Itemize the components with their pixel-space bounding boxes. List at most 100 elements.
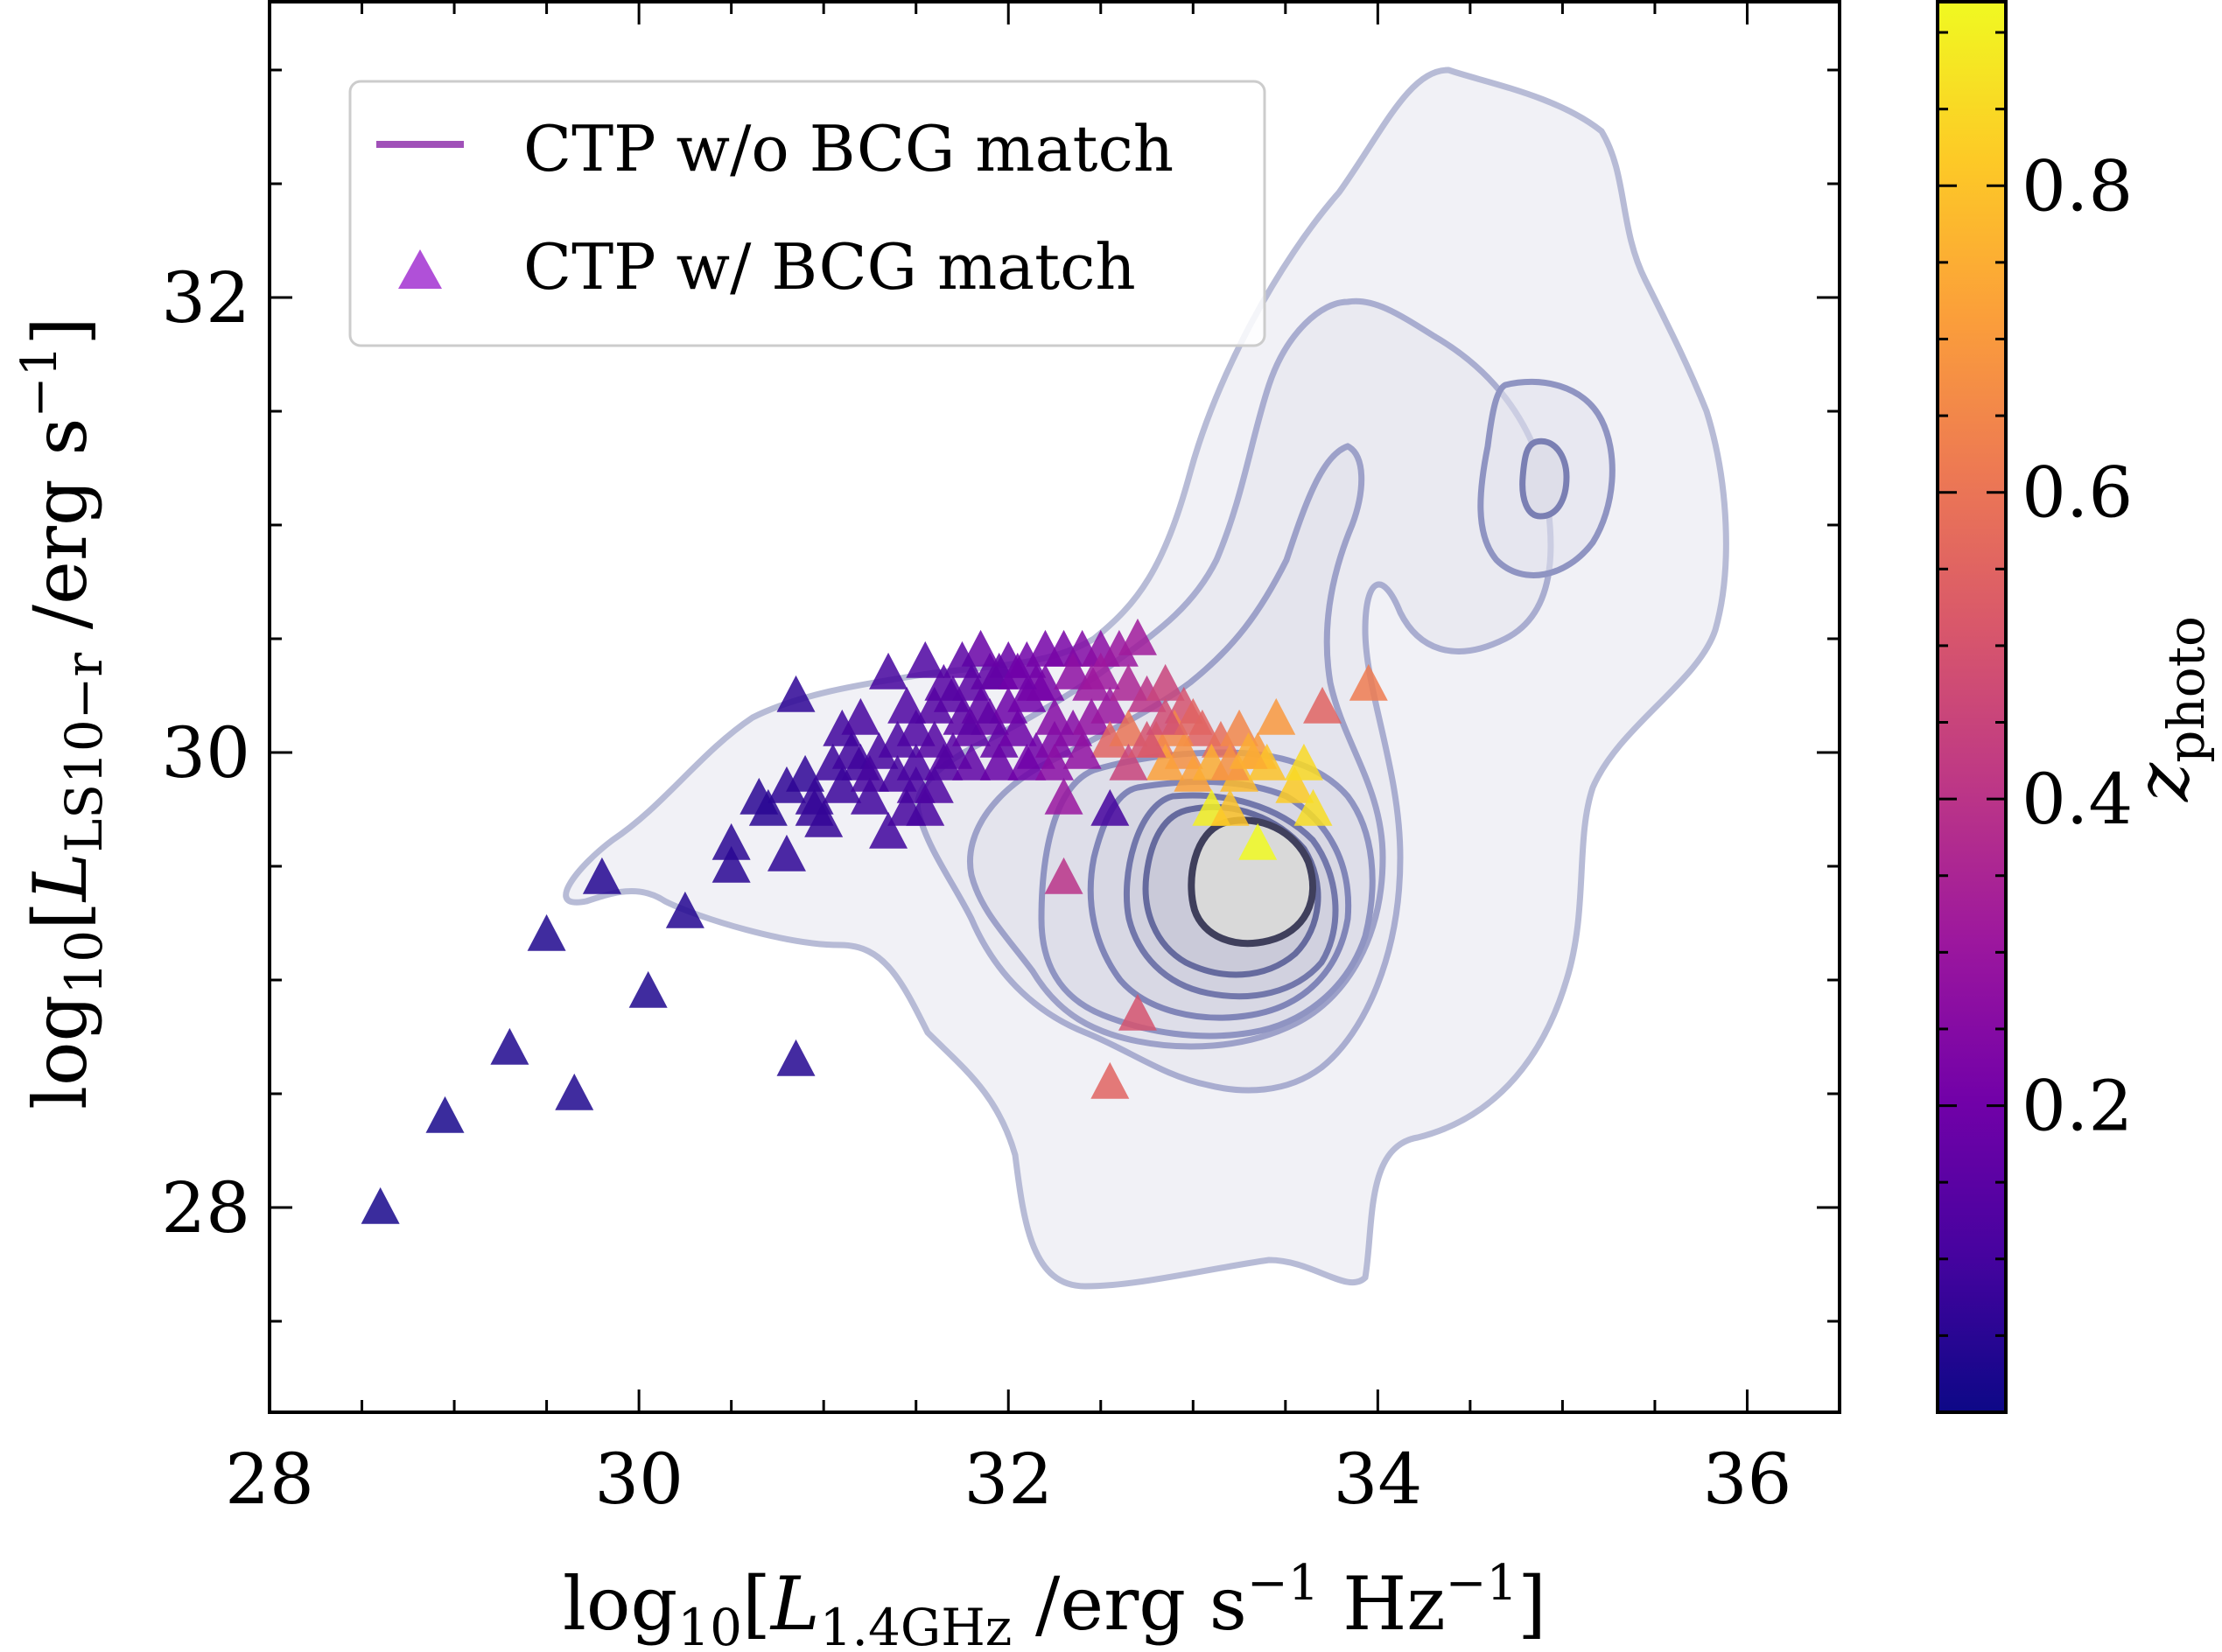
contour-peak-upper-inner [1519, 438, 1570, 520]
scatter-point [896, 709, 936, 746]
scatter-point [1035, 743, 1074, 780]
scatter-point [813, 743, 852, 780]
scatter-point [943, 697, 982, 735]
scatter-point [1127, 675, 1167, 712]
scatter-point [665, 891, 704, 928]
axis-ticks [268, 2, 1841, 1412]
colorbar-tick-label: 0.4 [2022, 759, 2133, 840]
scatter-point [776, 675, 816, 712]
contour-level-8 [1188, 816, 1316, 948]
y-tick-label: 32 [161, 257, 250, 339]
x-axis-label: log10[L1.4GHz /erg s−1 Hz−1] [563, 1555, 1546, 1652]
scatter-point [1109, 663, 1148, 701]
scatter-point [878, 720, 917, 758]
scatter-point [1118, 618, 1157, 655]
scatter-point [1247, 743, 1286, 780]
scatter-point [1146, 663, 1185, 701]
scatter-point [831, 732, 871, 769]
legend-label-no-match: CTP w/o BCG match [523, 112, 1174, 186]
colorbar: 0.2 0.4 0.6 0.8 zphoto [1936, 0, 2216, 1414]
scatter-point [1349, 663, 1388, 701]
scatter-point [1035, 697, 1074, 735]
scatter-point [425, 1096, 465, 1133]
scatter-point [1016, 663, 1055, 701]
scatter-point [1090, 1061, 1130, 1099]
legend-triangle-icon [398, 249, 442, 289]
scatter-point [1146, 743, 1185, 780]
scatter-point [1174, 697, 1213, 735]
x-tick-labels: 28 30 32 34 36 [225, 1438, 1791, 1520]
scatter-point [1275, 766, 1314, 803]
scatter-point [878, 754, 917, 792]
colorbar-tick-label: 0.6 [2022, 452, 2133, 534]
scatter-point [1044, 857, 1083, 894]
scatter-point [527, 914, 566, 951]
scatter-point [795, 788, 834, 826]
scatter-point [952, 743, 992, 780]
scatter-point [823, 766, 862, 803]
scatter-point [628, 970, 668, 1008]
scatter-point [915, 686, 954, 724]
scatter-point [711, 845, 751, 883]
y-tick-label: 30 [161, 712, 250, 794]
colorbar-gradient [1936, 0, 2008, 1414]
scatter-point [1146, 697, 1185, 735]
scatter-point [896, 743, 936, 780]
scatter-point [1007, 743, 1047, 780]
scatter-point [850, 777, 889, 815]
scatter-point [961, 629, 1000, 667]
scatter-points [361, 618, 1388, 1224]
x-tick-label: 34 [1333, 1438, 1422, 1520]
y-tick-labels: 28 30 32 [161, 257, 250, 1249]
x-tick-label: 36 [1703, 1438, 1792, 1520]
scatter-point [1127, 720, 1167, 758]
x-tick-label: 32 [964, 1438, 1053, 1520]
legend: CTP w/o BCG match CTP w/ BCG match [348, 80, 1266, 347]
scatter-point [1090, 720, 1130, 758]
scatter-point [555, 1073, 594, 1110]
scatter-point [1035, 720, 1074, 758]
scatter-point [1062, 732, 1102, 769]
scatter-point [711, 822, 751, 860]
y-axis-label: log10[LLS10−r /erg s−1] [11, 317, 114, 1110]
scatter-point [1090, 788, 1130, 826]
scatter-point [582, 857, 621, 894]
scatter-point [1109, 709, 1148, 746]
scatter-point [1109, 743, 1148, 780]
scatter-point [906, 640, 945, 678]
scatter-point [1054, 652, 1093, 690]
scatter-point [943, 640, 982, 678]
scatter-point [850, 754, 889, 792]
x-tick-label: 30 [594, 1438, 683, 1520]
scatter-point [1284, 743, 1323, 780]
scatter-point [1099, 629, 1139, 667]
colorbar-tick-label: 0.2 [2022, 1066, 2133, 1147]
scatter-point [1210, 788, 1250, 826]
scatter-point [1210, 743, 1250, 780]
scatter-point [1044, 777, 1083, 815]
scatter-point [979, 743, 1019, 780]
scatter-point [998, 709, 1037, 746]
scatter-point [748, 788, 788, 826]
colorbar-tick-label: 0.8 [2022, 145, 2133, 227]
colorbar-ticks: 0.2 0.4 0.6 0.8 [1938, 31, 2133, 1337]
scatter-point [490, 1027, 529, 1065]
scatter-point [924, 663, 964, 701]
colorbar-label: zphoto [2120, 616, 2216, 802]
scatter-point [915, 766, 954, 803]
scatter-point [1118, 993, 1157, 1031]
scatter-point [869, 811, 908, 849]
scatter-point [998, 652, 1037, 690]
legend-label-match: CTP w/ BCG match [523, 230, 1136, 304]
scatter-point [767, 766, 806, 803]
scatter-point [1090, 686, 1130, 724]
scatter-point [961, 686, 1000, 724]
scatter-point [1238, 822, 1278, 860]
x-tick-label: 28 [225, 1438, 314, 1520]
scatter-point [1293, 788, 1333, 826]
scatter-point [1174, 754, 1213, 792]
scatter-point [887, 788, 927, 826]
scatter-point [1229, 732, 1268, 769]
scatter-point [1303, 686, 1342, 724]
